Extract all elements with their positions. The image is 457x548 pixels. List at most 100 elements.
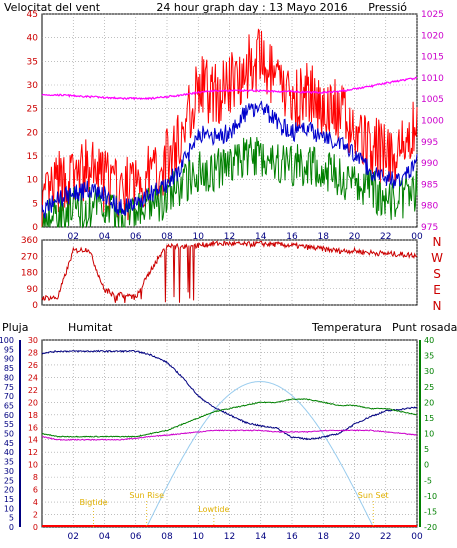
rain-y-tick-label: 10 — [28, 461, 38, 470]
wind-x-tick-label: 08 — [161, 232, 173, 242]
humidity-y-tick-label: 95 — [4, 345, 14, 354]
wind-x-tick-label: 06 — [130, 232, 142, 242]
climate-x-tick-label: 10 — [193, 532, 205, 542]
rain-y-tick-label: 6 — [33, 486, 38, 495]
wind-x-tick-label: 16 — [286, 232, 298, 242]
temperature-y-tick-label: 25 — [424, 383, 434, 392]
temperature-y-tick-label: 35 — [424, 352, 434, 361]
wind-y-tick-label: 15 — [27, 152, 38, 162]
rain-y-tick-label: 28 — [28, 348, 38, 357]
humidity-y-tick-label: 5 — [9, 514, 14, 523]
wind-average-line — [41, 100, 418, 219]
temperature-y-tick-label: 10 — [424, 430, 434, 439]
pressure-y-tick-label: 1010 — [421, 74, 444, 84]
temperature-y-tick-label: 20 — [424, 398, 434, 407]
wind-x-tick-label: 12 — [224, 232, 235, 242]
rain-y-tick-label: 30 — [28, 336, 38, 345]
humidity-y-tick-label: 0 — [9, 523, 14, 532]
pressure-y-tick-label: 1020 — [421, 31, 444, 41]
dewpoint-line — [41, 429, 418, 441]
wind-y-tick-label: 10 — [27, 176, 39, 186]
compass-label: S — [433, 267, 441, 281]
direction-y-tick-label: 0 — [32, 301, 38, 311]
temperature-y-tick-label: 40 — [424, 336, 434, 345]
wind-y-tick-label: 0 — [32, 223, 38, 233]
wind-direction-line — [41, 239, 418, 304]
temperature-y-tick-label: 0 — [424, 461, 429, 470]
compass-label: E — [433, 283, 441, 297]
pressure-y-tick-label: 985 — [421, 180, 438, 190]
rain-y-tick-label: 26 — [28, 361, 38, 370]
humidity-y-tick-label: 60 — [4, 411, 14, 420]
pressure-y-tick-label: 1000 — [421, 117, 444, 127]
humidity-y-tick-label: 35 — [4, 458, 14, 467]
humidity-y-tick-label: 30 — [4, 467, 14, 476]
wind-y-tick-label: 35 — [27, 57, 38, 67]
series-layer — [41, 28, 418, 528]
wind-y-tick-label: 30 — [27, 81, 39, 91]
temperature-y-tick-label: -15 — [424, 507, 437, 516]
pressure-y-tick-label: 990 — [421, 159, 438, 169]
wind-y-tick-label: 40 — [27, 34, 39, 44]
wind-x-tick-label: 14 — [255, 232, 267, 242]
humidity-y-tick-label: 100 — [0, 336, 14, 345]
direction-y-tick-label: 90 — [27, 285, 39, 295]
humidity-y-tick-label: 25 — [4, 476, 14, 485]
pressure-y-tick-label: 995 — [421, 138, 438, 148]
compass-label: W — [431, 251, 443, 265]
humidity-y-tick-label: 10 — [4, 504, 14, 513]
climate-x-tick-label: 12 — [224, 532, 235, 542]
temperature-y-tick-label: 30 — [424, 367, 434, 376]
wind-x-tick-label: 10 — [193, 232, 205, 242]
climate-x-tick-label: 14 — [255, 532, 267, 542]
wind-y-tick-label: 5 — [32, 199, 38, 209]
wind-x-tick-label: 04 — [99, 232, 111, 242]
humidity-y-tick-label: 75 — [4, 383, 14, 392]
temperature-y-tick-label: 5 — [424, 445, 429, 454]
pressure-y-tick-label: 980 — [421, 202, 438, 212]
direction-y-tick-label: 360 — [21, 236, 38, 246]
event-label: Lowtide — [198, 505, 229, 514]
climate-x-tick-label: 22 — [380, 532, 391, 542]
rain-label: Pluja — [2, 321, 28, 334]
humidity-y-tick-label: 45 — [4, 439, 14, 448]
temperature-y-tick-label: -5 — [424, 476, 432, 485]
axis-labels-layer: 0202040406060808101012121414161618182020… — [0, 10, 444, 542]
rain-y-tick-label: 18 — [28, 411, 38, 420]
pressure-y-tick-label: 1005 — [421, 95, 444, 105]
event-label: Bigtide — [79, 498, 107, 507]
climate-x-tick-label: 16 — [286, 532, 298, 542]
rain-y-tick-label: 14 — [28, 436, 38, 445]
rain-y-tick-label: 22 — [28, 386, 38, 395]
temperature-y-tick-label: 15 — [424, 414, 434, 423]
humidity-y-tick-label: 15 — [4, 495, 14, 504]
climate-x-tick-label: 08 — [161, 532, 173, 542]
sun-elevation-line — [146, 381, 374, 528]
wind-speed-title: Velocitat del vent — [4, 1, 101, 14]
compass-label: N — [433, 299, 442, 313]
rain-y-tick-label: 20 — [28, 398, 38, 407]
pressure-y-tick-label: 975 — [421, 223, 438, 233]
direction-y-tick-label: 180 — [21, 269, 38, 279]
climate-x-tick-label: 20 — [349, 532, 361, 542]
temperature-line — [41, 398, 418, 438]
pressure-title: Pressió — [368, 1, 407, 14]
wind-low-line — [42, 137, 418, 229]
rain-y-tick-label: 16 — [28, 423, 38, 432]
rain-y-tick-label: 8 — [33, 473, 38, 482]
humidity-y-tick-label: 85 — [4, 364, 14, 373]
wind-x-tick-label: 02 — [68, 232, 79, 242]
rain-y-tick-label: 2 — [33, 511, 38, 520]
direction-y-tick-label: 270 — [21, 252, 38, 262]
wind-y-tick-label: 20 — [27, 128, 39, 138]
humidity-y-tick-label: 70 — [4, 392, 14, 401]
humidity-y-tick-label: 50 — [4, 430, 14, 439]
rain-y-tick-label: 24 — [28, 373, 38, 382]
climate-x-tick-label: 06 — [130, 532, 142, 542]
pressure-y-tick-label: 1015 — [421, 53, 444, 63]
wind-gust-line — [41, 28, 418, 228]
dewpoint-label: Punt rosada — [392, 321, 457, 334]
rain-y-tick-label: 4 — [33, 498, 38, 507]
